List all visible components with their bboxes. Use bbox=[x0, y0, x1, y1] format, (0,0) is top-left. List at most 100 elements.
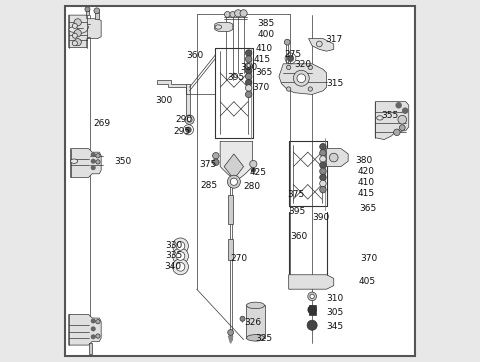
Text: 400: 400 bbox=[257, 30, 275, 39]
Circle shape bbox=[320, 162, 326, 168]
Circle shape bbox=[250, 160, 257, 168]
Circle shape bbox=[396, 102, 402, 109]
Polygon shape bbox=[71, 148, 101, 177]
Text: 360: 360 bbox=[187, 51, 204, 60]
Circle shape bbox=[91, 159, 96, 164]
Circle shape bbox=[230, 12, 236, 17]
Text: 420: 420 bbox=[357, 168, 374, 177]
Ellipse shape bbox=[71, 159, 78, 163]
Polygon shape bbox=[220, 141, 252, 181]
Ellipse shape bbox=[247, 334, 264, 341]
Text: 335: 335 bbox=[165, 251, 182, 260]
Circle shape bbox=[251, 168, 256, 173]
Circle shape bbox=[320, 180, 326, 187]
Ellipse shape bbox=[69, 27, 78, 32]
Circle shape bbox=[308, 292, 316, 301]
Circle shape bbox=[96, 153, 100, 158]
Text: 395: 395 bbox=[288, 207, 306, 216]
Polygon shape bbox=[375, 102, 409, 139]
Circle shape bbox=[398, 115, 407, 124]
Circle shape bbox=[228, 329, 233, 335]
Circle shape bbox=[245, 56, 252, 62]
Circle shape bbox=[74, 30, 81, 37]
Circle shape bbox=[176, 262, 185, 271]
Polygon shape bbox=[279, 64, 326, 94]
Circle shape bbox=[173, 248, 189, 264]
Circle shape bbox=[91, 152, 96, 157]
Circle shape bbox=[307, 305, 317, 315]
Circle shape bbox=[96, 320, 100, 324]
Text: 350: 350 bbox=[115, 157, 132, 166]
Circle shape bbox=[316, 41, 322, 47]
Circle shape bbox=[240, 316, 245, 321]
Circle shape bbox=[240, 10, 247, 17]
Text: 326: 326 bbox=[244, 318, 262, 327]
Circle shape bbox=[176, 241, 185, 250]
Circle shape bbox=[320, 186, 326, 193]
Circle shape bbox=[185, 115, 194, 125]
Circle shape bbox=[245, 50, 252, 56]
Circle shape bbox=[287, 55, 294, 62]
Text: 375: 375 bbox=[287, 190, 304, 199]
Circle shape bbox=[308, 65, 312, 70]
Bar bbox=[247, 306, 264, 338]
Circle shape bbox=[402, 108, 408, 114]
Circle shape bbox=[287, 65, 291, 70]
Circle shape bbox=[307, 320, 317, 330]
Circle shape bbox=[96, 334, 100, 338]
Circle shape bbox=[91, 334, 96, 339]
Circle shape bbox=[72, 41, 77, 46]
Text: 365: 365 bbox=[255, 68, 273, 77]
Circle shape bbox=[245, 85, 252, 91]
Circle shape bbox=[235, 10, 242, 17]
Text: 269: 269 bbox=[93, 119, 110, 128]
Text: 355: 355 bbox=[381, 110, 398, 119]
Circle shape bbox=[310, 294, 314, 299]
Text: 410: 410 bbox=[255, 44, 273, 53]
Text: 390: 390 bbox=[312, 212, 329, 222]
Circle shape bbox=[308, 87, 312, 91]
Circle shape bbox=[173, 259, 189, 275]
Circle shape bbox=[245, 68, 252, 74]
Text: 310: 310 bbox=[326, 294, 344, 303]
Text: 345: 345 bbox=[326, 322, 344, 331]
Text: 330: 330 bbox=[165, 241, 182, 251]
Text: 340: 340 bbox=[164, 262, 181, 271]
Text: 365: 365 bbox=[359, 204, 376, 213]
Text: 370: 370 bbox=[360, 254, 377, 263]
Circle shape bbox=[320, 168, 326, 174]
Text: 415: 415 bbox=[358, 189, 375, 198]
Circle shape bbox=[96, 160, 100, 164]
Polygon shape bbox=[309, 39, 334, 51]
Bar bbox=[95, 12, 99, 19]
Circle shape bbox=[245, 91, 252, 98]
Circle shape bbox=[293, 70, 309, 86]
Text: 380: 380 bbox=[355, 156, 372, 165]
Circle shape bbox=[320, 150, 326, 156]
Text: 290: 290 bbox=[175, 115, 192, 124]
Circle shape bbox=[228, 175, 240, 188]
Text: 320: 320 bbox=[294, 60, 312, 70]
Text: 315: 315 bbox=[326, 79, 344, 88]
Circle shape bbox=[245, 73, 252, 80]
Bar bbox=[228, 239, 233, 260]
Text: 280: 280 bbox=[244, 182, 261, 191]
Circle shape bbox=[176, 252, 185, 260]
Circle shape bbox=[85, 7, 90, 12]
Circle shape bbox=[245, 62, 252, 69]
Circle shape bbox=[185, 127, 192, 133]
Text: 385: 385 bbox=[257, 18, 275, 28]
Circle shape bbox=[72, 24, 77, 29]
Polygon shape bbox=[157, 80, 190, 116]
Polygon shape bbox=[288, 275, 334, 289]
Text: 300: 300 bbox=[156, 96, 173, 105]
Circle shape bbox=[245, 79, 252, 86]
Text: 415: 415 bbox=[254, 55, 271, 64]
Circle shape bbox=[91, 326, 96, 331]
Circle shape bbox=[213, 159, 219, 165]
Text: 390: 390 bbox=[240, 63, 257, 72]
Polygon shape bbox=[228, 336, 233, 343]
Circle shape bbox=[74, 39, 81, 46]
Circle shape bbox=[91, 319, 96, 323]
Text: 360: 360 bbox=[290, 232, 308, 241]
